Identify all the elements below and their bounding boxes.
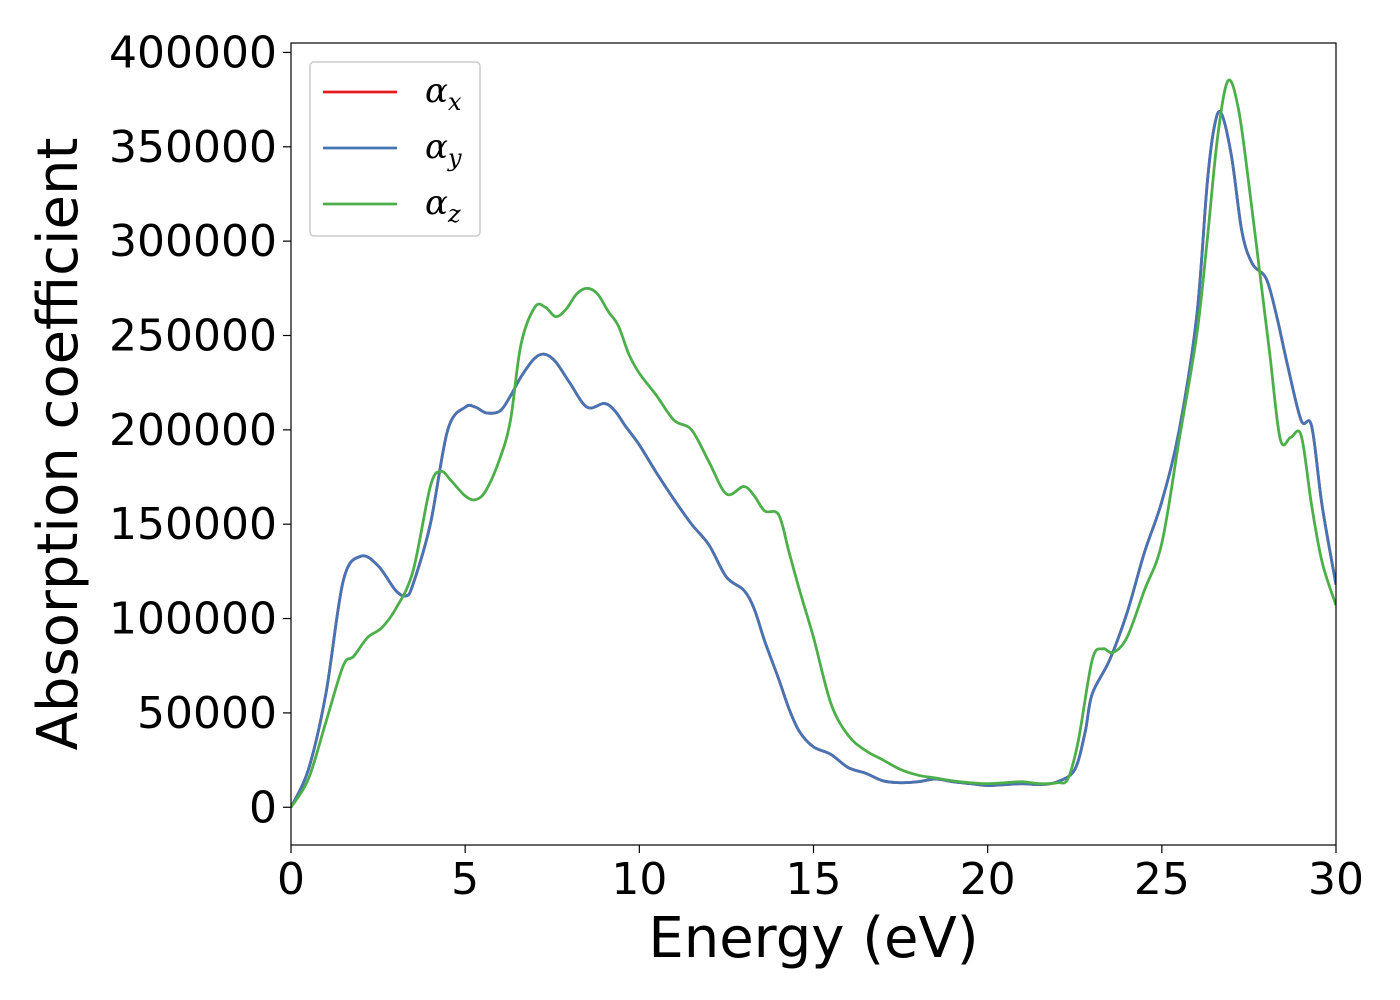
series-line-z <box>291 78 1336 809</box>
x-tick-label: 30 <box>1308 854 1364 905</box>
x-tick-label: 15 <box>786 854 842 905</box>
y-tick-label: 0 <box>249 782 277 833</box>
x-tick-label: 25 <box>1134 854 1190 905</box>
y-tick-label: 150000 <box>109 499 277 550</box>
y-axis: 0 50000 100000 150000 200000 250000 300000 3500… <box>109 27 291 833</box>
x-tick-label: 20 <box>960 854 1016 905</box>
y-axis-label: Absorption coefficient <box>26 138 91 751</box>
y-tick-label: 350000 <box>109 122 277 173</box>
x-axis-label: Energy (eV) <box>648 906 978 971</box>
y-tick-label: 300000 <box>109 216 277 267</box>
legend-label-z: αz <box>425 183 461 228</box>
x-tick-label: 0 <box>277 854 305 905</box>
legend: αx αy αz <box>309 61 481 237</box>
legend-label-x: αx <box>425 71 462 116</box>
y-tick-label: 250000 <box>109 310 277 361</box>
x-tick-label: 5 <box>451 854 479 905</box>
y-tick-label: 100000 <box>109 594 277 645</box>
series-line-y <box>291 110 1336 808</box>
y-tick-label: 50000 <box>137 688 277 739</box>
x-axis: 0 5 10 15 20 25 30 <box>277 845 1364 905</box>
legend-label-y: αy <box>425 127 462 172</box>
plot-lines <box>291 78 1336 809</box>
y-tick-label: 200000 <box>109 405 277 456</box>
x-tick-label: 10 <box>611 854 667 905</box>
y-tick-label: 400000 <box>109 27 277 78</box>
